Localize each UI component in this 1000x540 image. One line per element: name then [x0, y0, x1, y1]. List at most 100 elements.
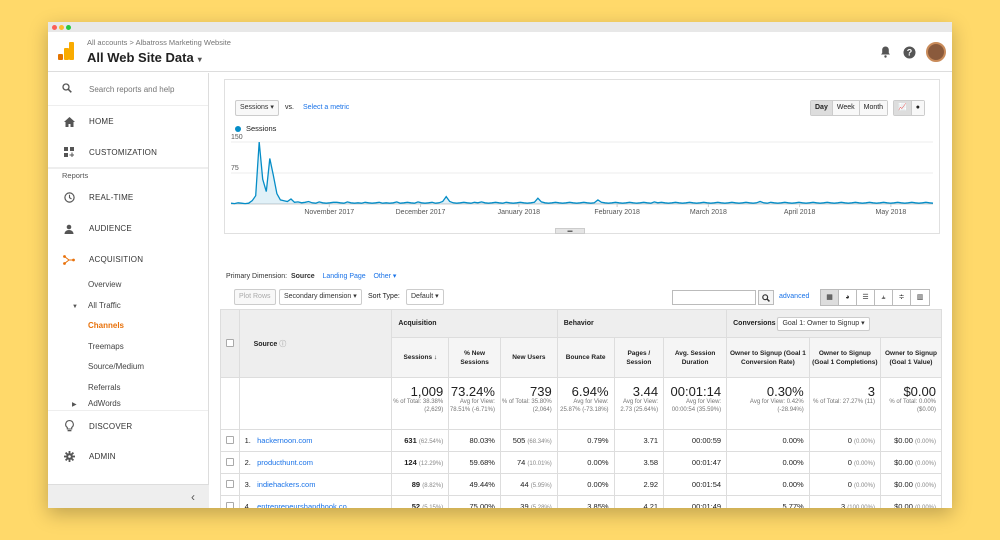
minimize-window-button[interactable] — [59, 25, 64, 30]
plot-rows-button[interactable]: Plot Rows — [234, 289, 276, 305]
source-link[interactable]: producthunt.com — [257, 458, 313, 467]
sessions-column-header[interactable]: Sessions ↓ — [391, 337, 450, 378]
row-checkbox-cell — [220, 495, 240, 508]
total-value: 00:01:14 — [670, 384, 722, 399]
sidebar-item-all-traffic[interactable]: ▼ All Traffic — [48, 296, 208, 317]
new-sessions-column-header[interactable]: % New Sessions — [448, 337, 501, 378]
pie-view-icon[interactable]: ◕ — [839, 290, 857, 305]
title-bar — [48, 22, 952, 32]
table-row[interactable]: 4. entrepreneurshandbook.co 52 (5.15%) 75.… — [220, 495, 943, 508]
acquisition-group-header: Acquisition — [391, 309, 558, 338]
bounce-rate-column-header[interactable]: Bounce Rate — [556, 337, 615, 378]
pivot-view-icon[interactable]: ▥ — [916, 294, 924, 301]
sessions-line[interactable] — [230, 141, 934, 205]
cell-percent: (68.34%) — [527, 439, 552, 445]
goal-completions-column-header[interactable]: Owner to Signup (Goal 1 Completions) — [808, 337, 881, 378]
total-new-users: 739% of Total: 35.80% (2,064) — [499, 377, 558, 430]
sidebar-item-acquisition[interactable]: ACQUISITION — [48, 244, 208, 275]
search-reports[interactable]: Search reports and help — [48, 73, 208, 106]
goal-rate-column-header[interactable]: Owner to Signup (Goal 1 Conversion Rate) — [726, 337, 810, 378]
dimension-source[interactable]: Source — [290, 273, 315, 280]
avg-duration-column-header[interactable]: Avg. Session Duration — [663, 337, 728, 378]
table-search-input[interactable] — [672, 290, 756, 305]
day-button[interactable]: Day — [811, 101, 833, 115]
search-icon[interactable] — [758, 290, 774, 305]
bell-icon[interactable] — [878, 45, 892, 59]
sidebar-item-overview[interactable]: Overview — [88, 280, 122, 289]
column-label: Sessions — [403, 354, 433, 361]
new-sessions-cell: 75.00% — [448, 495, 501, 508]
table-row[interactable]: 3. indiehackers.com 89 (8.82%) 49.44% 44 (5… — [220, 473, 943, 496]
goal-select[interactable]: Goal 1: Owner to Signup ▾ — [777, 316, 870, 331]
cell-percent: (0.00%) — [853, 439, 875, 445]
dimension-landing-page[interactable]: Landing Page — [322, 273, 366, 280]
secondary-dimension-label: Secondary dimension — [284, 293, 352, 300]
sessions-cell: 89 (8.82%) — [391, 473, 450, 496]
maximize-window-button[interactable] — [66, 25, 71, 30]
sort-type-select[interactable]: Default ▾ — [406, 289, 444, 305]
chart-resize-handle[interactable]: ▬ — [555, 228, 585, 234]
new-users-cell: 505 (68.34%) — [499, 429, 558, 452]
analytics-logo-icon[interactable] — [58, 42, 74, 60]
row-checkbox[interactable] — [225, 501, 234, 508]
table-row[interactable]: 1. hackernoon.com 631 (62.54%) 80.03% 505 (… — [220, 429, 943, 452]
new-users-column-header[interactable]: New Users — [499, 337, 558, 378]
view-selector[interactable]: All Web Site Data ▾ — [87, 50, 202, 65]
sidebar-item-admin[interactable]: ADMIN — [48, 441, 208, 472]
row-checkbox[interactable] — [225, 479, 234, 488]
help-icon[interactable]: ? — [902, 45, 916, 59]
source-link[interactable]: hackernoon.com — [257, 436, 313, 445]
total-value: 0.30% — [766, 384, 804, 399]
motion-chart-icon[interactable]: ● — [911, 101, 924, 115]
sidebar: Search reports and help HOME CUSTOMIZATI… — [48, 73, 209, 508]
sidebar-item-realtime[interactable]: REAL-TIME — [48, 182, 208, 213]
row-checkbox[interactable] — [225, 457, 234, 466]
avatar[interactable] — [926, 42, 946, 62]
month-button[interactable]: Month — [859, 101, 888, 115]
help-icon[interactable]: ⓘ — [279, 340, 287, 348]
pages-session-column-header[interactable]: Pages / Session — [613, 337, 665, 378]
table-row[interactable]: 2. producthunt.com 124 (12.29%) 59.68% 74 (… — [220, 451, 943, 474]
week-button[interactable]: Week — [832, 101, 860, 115]
sidebar-item-discover[interactable]: DISCOVER — [48, 410, 208, 441]
sidebar-item-treemaps[interactable]: Treemaps — [88, 341, 124, 351]
sidebar-item-referrals[interactable]: Referrals — [88, 382, 121, 392]
select-all-checkbox[interactable] — [225, 338, 234, 347]
goal-completions-cell: 0 (0.00%) — [808, 473, 881, 496]
goal-value-column-header[interactable]: Owner to Signup (Goal 1 Value) — [879, 337, 943, 378]
source-column-header[interactable]: Source ⓘ — [238, 309, 393, 378]
data-table-view-icon[interactable]: ▦ — [821, 290, 839, 305]
total-goal-rate: 0.30% Avg for View: 0.42% (-28.94%) — [726, 377, 810, 430]
goal-rate-cell: 0.00% — [726, 451, 810, 474]
row-checkbox[interactable] — [225, 435, 234, 444]
comparison-view-icon[interactable]: ⫨ — [875, 290, 893, 305]
sidebar-item-customization[interactable]: CUSTOMIZATION — [48, 137, 208, 168]
sessions-chart[interactable]: 150 75 November 2017 December 2017 January 2… — [225, 124, 939, 234]
term-cloud-view-icon[interactable]: ≑ — [893, 290, 911, 305]
sidebar-item-source-medium[interactable]: Source/Medium — [88, 362, 145, 371]
source-link[interactable]: entrepreneurshandbook.co — [257, 502, 347, 508]
sidebar-item-label: AUDIENCE — [89, 224, 132, 233]
collapse-sidebar-button[interactable]: ‹ — [48, 484, 209, 508]
sidebar-item-adwords[interactable]: ▶ AdWords — [48, 398, 208, 410]
performance-view-icon[interactable]: ☰ — [857, 290, 875, 305]
conversions-label: Conversions — [733, 319, 776, 327]
chart-legend: Sessions — [235, 124, 276, 133]
line-chart-icon[interactable]: 📈 — [894, 101, 912, 115]
cell-value: 44 — [520, 480, 529, 489]
row-number: 1. — [244, 436, 251, 445]
breadcrumb[interactable]: All accounts > Albatross Marketing Websi… — [87, 38, 231, 47]
source-link[interactable]: indiehackers.com — [257, 480, 316, 489]
sidebar-item-channels[interactable]: Channels — [88, 321, 125, 330]
close-window-button[interactable] — [52, 25, 57, 30]
metric-select[interactable]: Sessions ▾ — [235, 100, 279, 116]
sidebar-item-home[interactable]: HOME — [48, 106, 208, 137]
sidebar-item-audience[interactable]: AUDIENCE — [48, 213, 208, 244]
select-metric-link[interactable]: Select a metric — [303, 104, 350, 111]
sidebar-item-label: ACQUISITION — [89, 255, 144, 264]
source-cell: 2. producthunt.com — [238, 451, 393, 474]
cell-value: 52 — [411, 502, 421, 508]
secondary-dimension-select[interactable]: Secondary dimension ▾ — [279, 289, 362, 305]
advanced-filter-link[interactable]: advanced — [779, 293, 810, 300]
dimension-other[interactable]: Other ▾ — [373, 273, 397, 280]
